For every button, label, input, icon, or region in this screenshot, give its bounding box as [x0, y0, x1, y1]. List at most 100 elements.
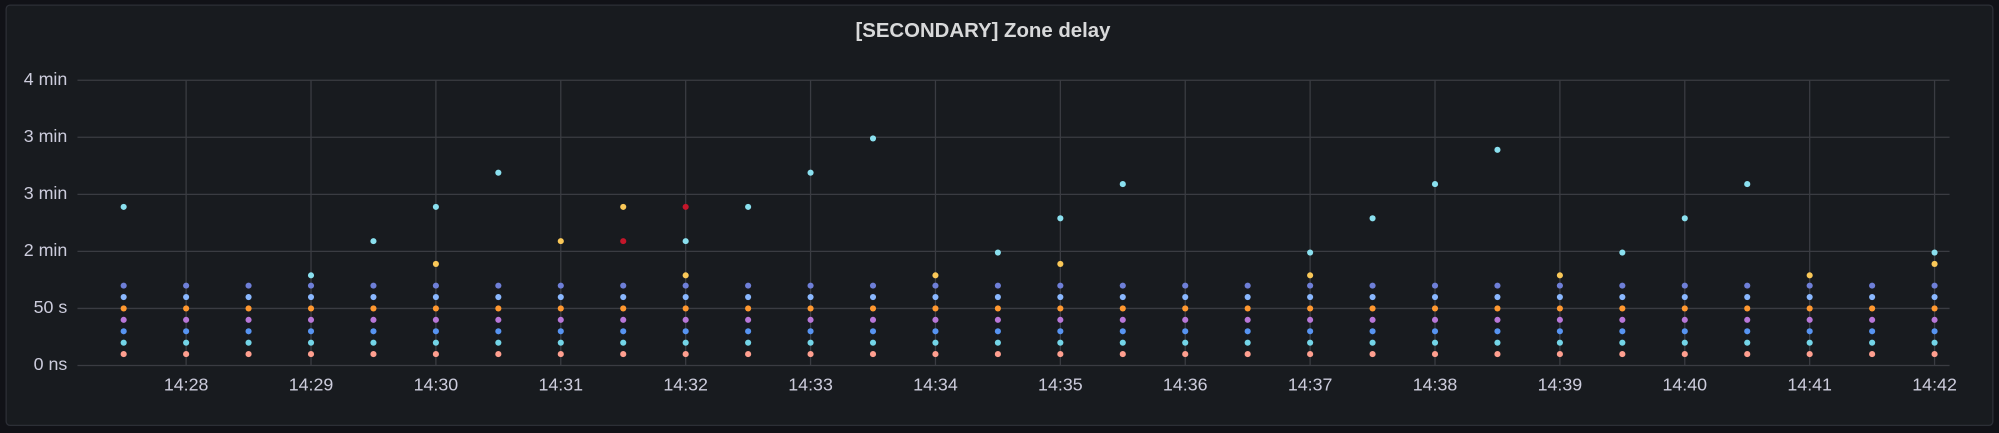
point	[1681, 282, 1688, 289]
point	[370, 293, 377, 301]
point	[994, 316, 1001, 323]
point	[932, 351, 939, 358]
point	[307, 351, 315, 358]
point	[1931, 328, 1938, 335]
point	[120, 339, 127, 346]
point	[1869, 351, 1876, 358]
point	[183, 305, 190, 312]
point	[1369, 339, 1376, 346]
point	[557, 238, 564, 245]
point	[620, 238, 627, 245]
point	[370, 328, 377, 335]
point	[807, 316, 814, 323]
point	[807, 305, 814, 312]
point	[1806, 316, 1813, 323]
point	[1057, 339, 1064, 346]
point	[1619, 282, 1626, 289]
point	[1244, 339, 1251, 346]
x-tick-label: 14:30	[414, 375, 459, 395]
point	[1744, 339, 1751, 346]
point	[1369, 316, 1376, 323]
point	[620, 203, 627, 210]
point	[1307, 249, 1314, 256]
point	[1806, 305, 1813, 312]
point	[1869, 282, 1876, 289]
x-tick-label: 14:28	[164, 375, 209, 395]
point	[432, 351, 439, 358]
point	[1057, 282, 1064, 289]
point	[370, 305, 377, 312]
point	[307, 316, 315, 323]
point	[620, 293, 627, 301]
point	[183, 316, 190, 323]
point	[1681, 351, 1688, 358]
point	[1057, 215, 1064, 222]
point	[1744, 328, 1751, 335]
point	[307, 339, 315, 346]
point	[932, 328, 939, 335]
point	[1182, 316, 1189, 323]
point	[1494, 146, 1501, 153]
y-tick-label: 4 min	[24, 69, 68, 89]
point	[370, 316, 377, 323]
point	[1307, 282, 1314, 289]
point	[994, 249, 1001, 256]
point	[682, 282, 689, 289]
point	[1057, 351, 1064, 358]
point	[1806, 339, 1813, 346]
point	[1681, 293, 1688, 301]
point	[245, 316, 252, 323]
point	[869, 135, 877, 142]
point	[994, 339, 1001, 346]
point	[1744, 305, 1751, 312]
point	[1619, 316, 1626, 323]
point	[432, 260, 439, 268]
point	[1119, 282, 1126, 289]
point	[682, 203, 689, 210]
chart-title: [SECONDARY] Zone delay	[855, 20, 1111, 42]
point	[1244, 293, 1251, 301]
point	[807, 328, 814, 335]
x-tick-label: 14:37	[1288, 375, 1333, 395]
point	[183, 339, 190, 346]
point	[1744, 351, 1751, 358]
point	[245, 351, 252, 358]
point	[1681, 328, 1688, 335]
point	[869, 339, 877, 346]
x-tick-label: 14:35	[1038, 375, 1083, 395]
point	[1556, 316, 1563, 323]
point	[1244, 305, 1251, 312]
x-tick-label: 14:40	[1662, 375, 1707, 395]
x-tick-label: 14:42	[1912, 375, 1957, 395]
point	[1619, 293, 1626, 301]
point	[869, 351, 877, 358]
point	[245, 339, 252, 346]
point	[745, 339, 752, 346]
point	[1744, 293, 1751, 301]
point	[1556, 328, 1563, 335]
point	[1619, 328, 1626, 335]
point	[120, 293, 127, 301]
point	[1556, 272, 1563, 279]
point	[807, 169, 814, 176]
point	[620, 305, 627, 312]
point	[1806, 351, 1813, 358]
point	[432, 282, 439, 289]
point	[1619, 249, 1626, 256]
point	[120, 316, 127, 323]
point	[1556, 293, 1563, 301]
point	[620, 328, 627, 335]
point	[432, 293, 439, 301]
point	[1369, 282, 1376, 289]
point	[1182, 328, 1189, 335]
point	[1369, 293, 1376, 301]
x-tick-label: 14:38	[1413, 375, 1458, 395]
point	[370, 238, 377, 245]
point	[745, 293, 752, 301]
point	[307, 293, 315, 301]
point	[1057, 328, 1064, 335]
point	[1494, 316, 1501, 323]
point	[1307, 272, 1314, 279]
